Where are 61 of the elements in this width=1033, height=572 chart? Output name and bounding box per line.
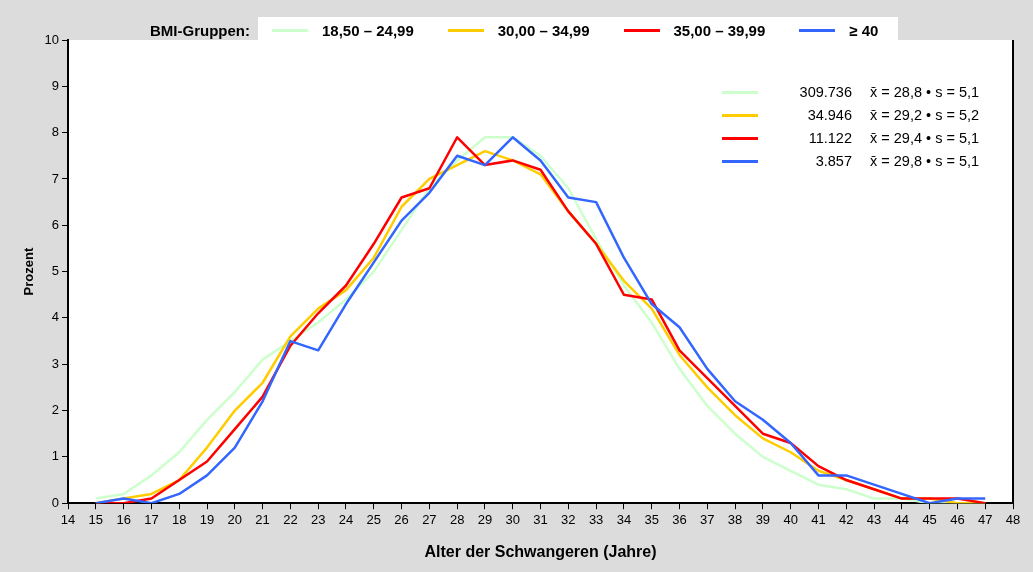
x-tick-label: 47 xyxy=(977,511,993,527)
y-tick-label: 2 xyxy=(51,402,60,418)
y-tick-label: 7 xyxy=(51,170,60,186)
x-tick-label: 21 xyxy=(255,511,270,527)
y-tick-label: 0 xyxy=(51,494,60,510)
x-tick-label: 34 xyxy=(616,511,632,527)
x-tick-label: 39 xyxy=(755,511,771,527)
x-axis-title: Alter der Schwangeren (Jahre) xyxy=(424,542,657,560)
annotation: 309.736 xyxy=(798,84,852,100)
x-tick-label: 45 xyxy=(922,511,937,527)
annotation: 3.857 xyxy=(814,153,852,169)
annotation: 34.946 xyxy=(806,107,852,123)
x-tick-label: 26 xyxy=(394,511,409,527)
x-tick-label: 29 xyxy=(477,511,493,527)
x-tick-label: 17 xyxy=(144,511,159,527)
annotation: x̄ = 29,2 • s = 5,2 xyxy=(869,107,981,123)
x-tick-label: 18 xyxy=(171,511,187,527)
x-tick-label: 14 xyxy=(60,511,76,527)
x-tick-label: 24 xyxy=(338,511,354,527)
x-tick-label: 38 xyxy=(727,511,743,527)
annotation: x̄ = 29,8 • s = 5,1 xyxy=(869,153,981,169)
x-tick-label: 30 xyxy=(505,511,520,527)
annotation: x̄ = 28,8 • s = 5,1 xyxy=(869,84,981,100)
x-tick-label: 20 xyxy=(227,511,243,527)
x-tick-label: 40 xyxy=(783,511,798,527)
y-axis-title: Prozent xyxy=(21,247,37,296)
legend-label: 18,50 – 24,99 xyxy=(321,22,414,39)
x-tick-label: 46 xyxy=(950,511,965,527)
x-tick-label: 27 xyxy=(422,511,437,527)
x-tick-label: 33 xyxy=(588,511,604,527)
x-tick-label: 35 xyxy=(644,511,659,527)
y-tick-label: 10 xyxy=(44,31,60,47)
y-tick-label: 1 xyxy=(51,448,60,464)
legend-title: BMI-Gruppen: xyxy=(150,22,250,39)
y-tick-label: 9 xyxy=(51,77,60,93)
annotation: 11.122 xyxy=(807,130,852,146)
x-tick-label: 44 xyxy=(894,511,910,527)
x-tick-label: 19 xyxy=(199,511,215,527)
x-tick-label: 22 xyxy=(283,511,298,527)
x-tick-label: 15 xyxy=(88,511,104,527)
x-tick-label: 43 xyxy=(866,511,882,527)
y-tick-label: 6 xyxy=(51,216,60,232)
x-tick-label: 28 xyxy=(449,511,465,527)
x-tick-label: 37 xyxy=(700,511,715,527)
x-tick-label: 48 xyxy=(1005,511,1021,527)
y-tick-label: 8 xyxy=(51,124,60,140)
x-tick-label: 23 xyxy=(310,511,326,527)
x-tick-label: 16 xyxy=(116,511,131,527)
y-tick-label: 5 xyxy=(51,263,60,279)
x-tick-label: 32 xyxy=(561,511,576,527)
legend-label: ≥ 40 xyxy=(849,22,879,39)
legend-label: 35,00 – 39,99 xyxy=(673,22,766,39)
y-tick-label: 4 xyxy=(51,309,60,325)
x-tick-label: 41 xyxy=(811,511,826,527)
x-tick-label: 36 xyxy=(672,511,687,527)
annotation: x̄ = 29,4 • s = 5,1 xyxy=(869,130,981,146)
legend-label: 30,00 – 34,99 xyxy=(497,22,590,39)
y-tick-label: 3 xyxy=(51,355,60,371)
x-tick-label: 31 xyxy=(533,511,548,527)
x-tick-label: 25 xyxy=(366,511,382,527)
x-tick-label: 42 xyxy=(839,511,854,527)
